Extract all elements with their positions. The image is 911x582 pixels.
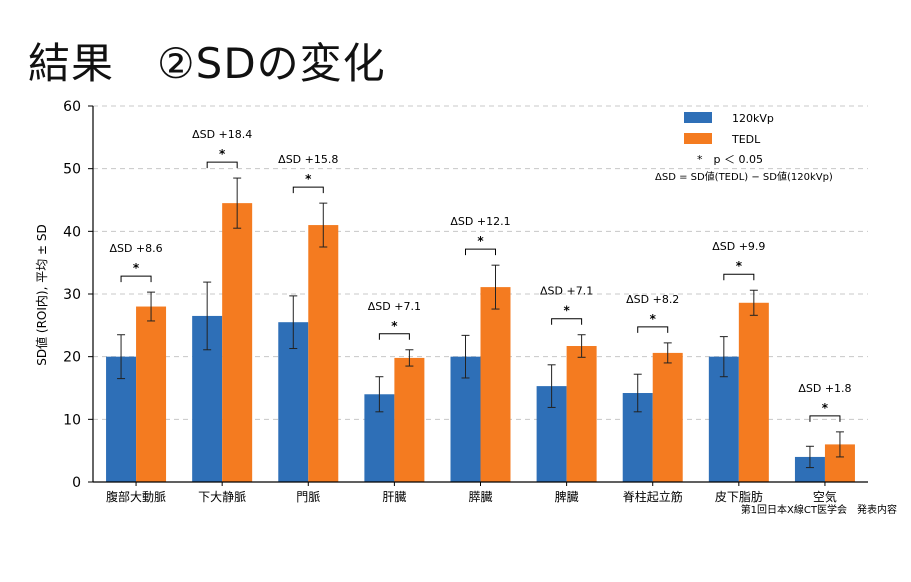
x-tick-label: 脊柱起立筋 [623,489,683,504]
y-tick-label: 0 [72,475,81,491]
y-tick-label: 50 [63,162,81,178]
delta-label: ΔSD +9.9 [712,240,765,253]
slide-title: 結果 ②SDの変化 [28,39,386,88]
significance-bracket [723,273,755,281]
legend-label-120kvp: 120kVp [732,112,774,125]
significance-bracket [378,333,410,340]
delta-label: ΔSD +7.1 [540,285,593,298]
x-tick-label: 膵臓 [468,490,492,504]
delta-label: ΔSD +12.1 [450,215,510,228]
delta-label: ΔSD +15.8 [278,153,338,166]
y-axis: 0 10 20 30 40 50 60 [63,99,94,491]
y-tick-label: 30 [63,287,81,303]
x-tick-label: 肝臓 [382,490,406,504]
significance-marker: * [391,319,398,333]
bar [394,357,425,482]
y-tick-label: 60 [63,99,81,115]
x-tick-label: 門脈 [296,490,320,504]
bar [480,287,511,482]
bar [136,306,167,482]
delta-label: ΔSD +7.1 [368,300,421,313]
legend: 120kVp TEDL * p ＜ 0.05 ΔSD = SD値(TEDL) −… [655,112,833,183]
bar [652,352,683,482]
significance-bracket [551,318,583,325]
legend-formula: ΔSD = SD値(TEDL) − SD値(120kVp) [655,170,833,183]
legend-swatch-120kvp [684,112,712,123]
x-tick-label: 脾臓 [555,489,579,504]
delta-label: ΔSD +1.8 [798,382,851,395]
significance-marker: * [305,172,312,186]
x-tick-label: 腹部大動脈 [106,489,166,504]
y-axis-label: SD値 (ROI内), 平均 ± SD [34,224,49,366]
x-axis: 腹部大動脈 下大静脈 門脈 肝臓 膵臓 脾臓 脊柱起立筋 皮下脂肪 空気 [93,481,868,504]
y-tick-label: 10 [63,412,81,428]
significance-marker: * [650,312,657,326]
significance-marker: * [477,234,484,248]
x-tick-label: 皮下脂肪 [715,489,763,504]
significance-bracket [637,326,669,333]
significance-marker: * [822,401,829,415]
bar [222,203,253,482]
bar [308,225,339,483]
delta-label: ΔSD +8.2 [626,293,679,306]
significance-bracket [206,161,238,169]
significance-marker: * [219,147,226,161]
legend-significance: * p ＜ 0.05 [697,153,763,166]
delta-label: ΔSD +8.6 [109,242,162,255]
bar [566,346,597,482]
y-tick-label: 20 [63,350,81,366]
significance-marker: * [133,261,140,275]
significance-bracket [120,275,152,283]
x-tick-label: 空気 [813,489,837,504]
significance-marker: * [563,304,570,318]
bars: * ΔSD +8.6 * ΔSD +18.4 * ΔSD +15.8 * ΔSD +7.1 * Δ… [106,128,855,483]
legend-label-tedl: TEDL [731,133,761,146]
significance-marker: * [736,259,743,273]
significance-bracket [465,248,496,256]
source-note: 第1回日本X線CT医学会 発表内容 [740,505,897,516]
delta-label: ΔSD +18.4 [192,128,252,141]
bar [708,356,739,482]
significance-bracket [809,415,841,422]
y-tick-label: 40 [63,224,81,240]
significance-bracket [292,186,324,194]
bar [738,302,769,482]
legend-swatch-tedl [684,133,712,144]
x-tick-label: 下大静脈 [198,490,246,504]
